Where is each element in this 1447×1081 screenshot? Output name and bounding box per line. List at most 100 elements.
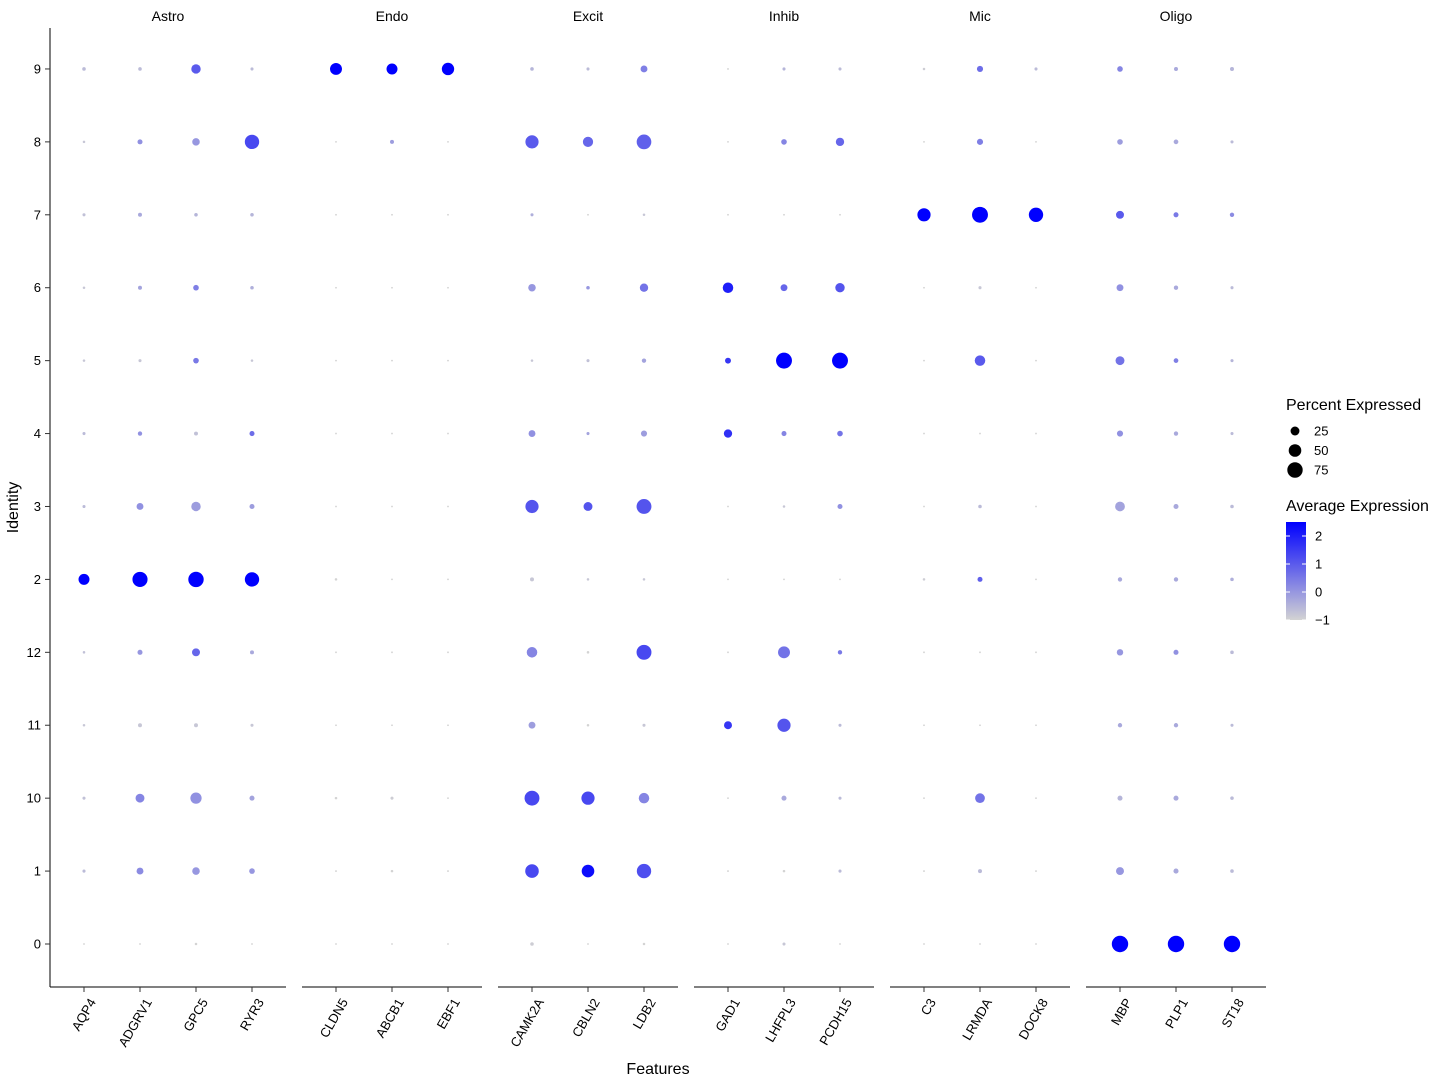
y-tick-label: 10 bbox=[27, 791, 41, 806]
dot-pcdh15-9 bbox=[838, 67, 842, 71]
dot-mbp-7 bbox=[1116, 210, 1124, 219]
dot-ebf1-12 bbox=[447, 651, 449, 654]
x-tick-label: ADGRV1 bbox=[115, 996, 155, 1050]
dot-camk2a-3 bbox=[525, 499, 539, 514]
dot-mbp-3 bbox=[1115, 501, 1125, 512]
dot-gpc5-6 bbox=[193, 284, 199, 291]
dot-cbln2-6 bbox=[586, 285, 590, 290]
dot-lhfpl3-9 bbox=[782, 67, 786, 71]
dot-cldn5-10 bbox=[334, 796, 338, 800]
panel-title: Excit bbox=[573, 8, 603, 24]
dot-ryr3-10 bbox=[249, 795, 255, 801]
dot-camk2a-0 bbox=[530, 942, 534, 946]
dot-ebf1-2 bbox=[447, 578, 449, 581]
dot-c3-4 bbox=[923, 432, 925, 435]
dot-gad1-0 bbox=[727, 943, 729, 945]
dot-aqp4-6 bbox=[82, 286, 86, 289]
dot-pcdh15-3 bbox=[837, 503, 843, 510]
x-tick-label: AQP4 bbox=[69, 996, 99, 1034]
dot-plp1-7 bbox=[1173, 212, 1179, 218]
dot-st18-2 bbox=[1230, 577, 1234, 582]
dot-cbln2-8 bbox=[582, 136, 594, 147]
panel-astro: Astro AQP4 ADGRV1 GPC5 RYR3 bbox=[50, 8, 286, 1049]
y-tick-label: 4 bbox=[34, 426, 41, 441]
dot-dock8-9 bbox=[1034, 67, 1038, 71]
y-axis: 0 1 10 11 12 2 3 4 5 6 7 8 9 bbox=[27, 28, 51, 987]
dot-c3-0 bbox=[923, 943, 925, 945]
x-tick-label: GAD1 bbox=[712, 996, 743, 1034]
dot-st18-6 bbox=[1230, 286, 1234, 290]
dot-gpc5-1 bbox=[192, 867, 200, 875]
size-legend-dot bbox=[1290, 426, 1300, 436]
dot-ryr3-3 bbox=[249, 503, 255, 510]
dot-ebf1-4 bbox=[447, 432, 449, 435]
x-tick-label: ABCB1 bbox=[373, 996, 407, 1040]
dot-lrmda-0 bbox=[979, 943, 981, 945]
x-tick-label: DOCK8 bbox=[1016, 996, 1051, 1042]
dot-adgrv1-3 bbox=[136, 503, 144, 510]
x-tick-label: LHFPL3 bbox=[762, 996, 799, 1045]
y-tick-label: 0 bbox=[34, 937, 41, 952]
x-tick-label: CLDN5 bbox=[317, 996, 351, 1040]
dot-plp1-0 bbox=[1167, 935, 1185, 953]
dot-abcb1-12 bbox=[391, 651, 393, 654]
x-axis-title: Features bbox=[626, 1061, 689, 1078]
dot-ldb2-1 bbox=[636, 863, 652, 879]
dot-pcdh15-0 bbox=[839, 943, 841, 945]
dot-plp1-3 bbox=[1173, 503, 1179, 510]
dot-ldb2-0 bbox=[642, 942, 646, 946]
dot-abcb1-8 bbox=[390, 139, 394, 144]
dot-pcdh15-6 bbox=[835, 283, 845, 293]
dot-gpc5-3 bbox=[191, 501, 201, 512]
y-tick-label: 1 bbox=[34, 864, 41, 879]
dot-cldn5-2 bbox=[334, 578, 338, 581]
dot-mbp-1 bbox=[1116, 867, 1124, 876]
dot-cbln2-11 bbox=[586, 723, 590, 727]
dot-plp1-11 bbox=[1173, 723, 1179, 728]
dot-mbp-11 bbox=[1117, 723, 1123, 728]
dot-gpc5-9 bbox=[191, 64, 201, 74]
y-tick-label: 6 bbox=[34, 280, 41, 295]
dot-c3-2 bbox=[922, 578, 926, 581]
dot-ebf1-6 bbox=[447, 286, 449, 289]
dot-abcb1-9 bbox=[386, 63, 398, 75]
panel-title: Oligo bbox=[1160, 8, 1193, 24]
dot-lhfpl3-8 bbox=[781, 139, 787, 145]
dot-pcdh15-10 bbox=[838, 796, 842, 800]
dot-ryr3-8 bbox=[244, 134, 260, 150]
dot-dock8-10 bbox=[1035, 797, 1037, 800]
dot-lrmda-10 bbox=[975, 793, 985, 804]
panel-title: Astro bbox=[152, 8, 185, 24]
dot-dock8-5 bbox=[1035, 359, 1037, 362]
dot-pcdh15-2 bbox=[839, 578, 841, 581]
dot-camk2a-2 bbox=[530, 577, 534, 582]
dot-c3-5 bbox=[923, 359, 925, 362]
dot-st18-7 bbox=[1229, 212, 1235, 217]
x-tick-label: PCDH15 bbox=[816, 996, 855, 1048]
dot-mbp-2 bbox=[1117, 577, 1123, 582]
dot-abcb1-6 bbox=[391, 286, 393, 289]
dot-gpc5-8 bbox=[192, 138, 200, 146]
dot-ebf1-5 bbox=[447, 359, 449, 362]
dot-c3-7 bbox=[917, 208, 931, 222]
dot-gpc5-2 bbox=[188, 571, 204, 588]
dot-mbp-9 bbox=[1117, 66, 1123, 72]
dot-st18-12 bbox=[1230, 650, 1234, 655]
y-tick-label: 8 bbox=[34, 134, 41, 149]
dot-dock8-0 bbox=[1035, 943, 1037, 945]
dot-adgrv1-11 bbox=[138, 723, 142, 728]
dot-mbp-5 bbox=[1115, 356, 1125, 366]
dot-aqp4-7 bbox=[82, 213, 86, 217]
dot-camk2a-8 bbox=[525, 135, 539, 149]
dot-mbp-12 bbox=[1116, 649, 1124, 656]
dot-lhfpl3-6 bbox=[780, 284, 788, 292]
size-legend-label: 25 bbox=[1314, 424, 1328, 439]
dot-ryr3-5 bbox=[250, 359, 254, 362]
dot-lrmda-7 bbox=[972, 206, 988, 223]
dot-plp1-4 bbox=[1173, 431, 1179, 436]
dot-gpc5-10 bbox=[190, 792, 202, 804]
dot-cbln2-10 bbox=[581, 791, 595, 805]
panels-layer: Astro AQP4 ADGRV1 GPC5 RYR3 Endo CLDN5 ABCB1 EBF… bbox=[50, 8, 1266, 1050]
dot-cldn5-1 bbox=[335, 870, 337, 872]
dot-ldb2-7 bbox=[642, 213, 646, 217]
